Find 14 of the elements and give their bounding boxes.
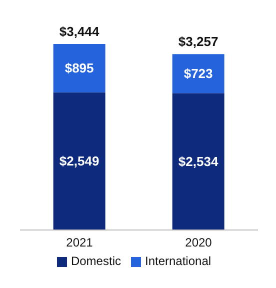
bar [53,44,106,92]
total-label: $3,444 [59,24,100,39]
bar [53,92,106,230]
data-label: $723 [184,66,213,82]
total-label: $3,257 [178,34,218,50]
legend-label: International [144,254,212,268]
data-label: $2,549 [59,154,100,169]
x-tick-label: 2020 [185,236,212,250]
data-label: $895 [64,60,94,76]
bar [172,93,224,230]
bar [172,54,224,94]
x-tick-label: 2021 [66,236,94,250]
legend-label: Domestic [70,254,121,268]
data-label: $2,534 [178,154,219,170]
